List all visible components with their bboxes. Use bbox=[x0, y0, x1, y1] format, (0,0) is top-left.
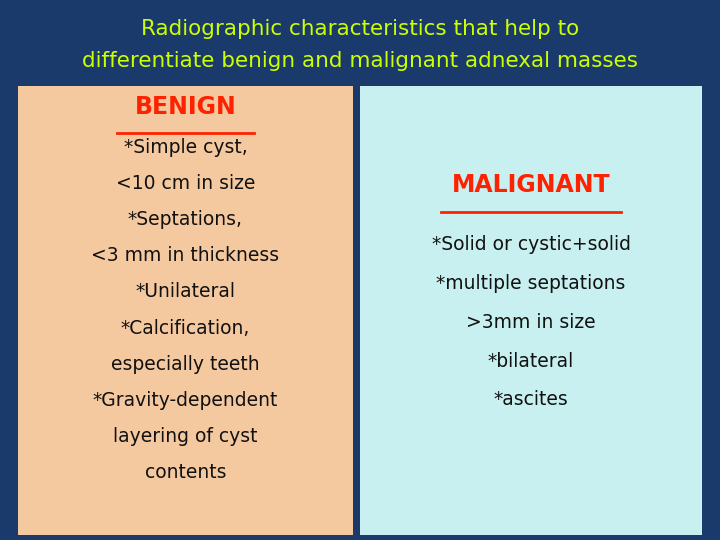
Text: layering of cyst: layering of cyst bbox=[113, 427, 258, 446]
Text: *Solid or cystic+solid: *Solid or cystic+solid bbox=[431, 235, 631, 254]
Text: <10 cm in size: <10 cm in size bbox=[116, 174, 255, 193]
Text: *Unilateral: *Unilateral bbox=[135, 282, 235, 301]
Text: *bilateral: *bilateral bbox=[488, 352, 574, 370]
Text: *Septations,: *Septations, bbox=[128, 210, 243, 229]
FancyBboxPatch shape bbox=[360, 86, 702, 535]
Text: *Simple cyst,: *Simple cyst, bbox=[124, 138, 247, 157]
Text: *multiple septations: *multiple septations bbox=[436, 274, 626, 293]
FancyBboxPatch shape bbox=[18, 86, 353, 535]
Text: especially teeth: especially teeth bbox=[111, 355, 260, 374]
Text: contents: contents bbox=[145, 463, 226, 482]
Text: *Calcification,: *Calcification, bbox=[121, 319, 250, 338]
Text: differentiate benign and malignant adnexal masses: differentiate benign and malignant adnex… bbox=[82, 51, 638, 71]
Text: *Gravity-dependent: *Gravity-dependent bbox=[93, 391, 278, 410]
Text: *ascites: *ascites bbox=[494, 390, 568, 409]
Text: >3mm in size: >3mm in size bbox=[466, 313, 596, 332]
Text: Radiographic characteristics that help to: Radiographic characteristics that help t… bbox=[141, 19, 579, 39]
Text: MALIGNANT: MALIGNANT bbox=[451, 173, 611, 197]
Text: <3 mm in thickness: <3 mm in thickness bbox=[91, 246, 279, 265]
Text: BENIGN: BENIGN bbox=[135, 94, 236, 118]
